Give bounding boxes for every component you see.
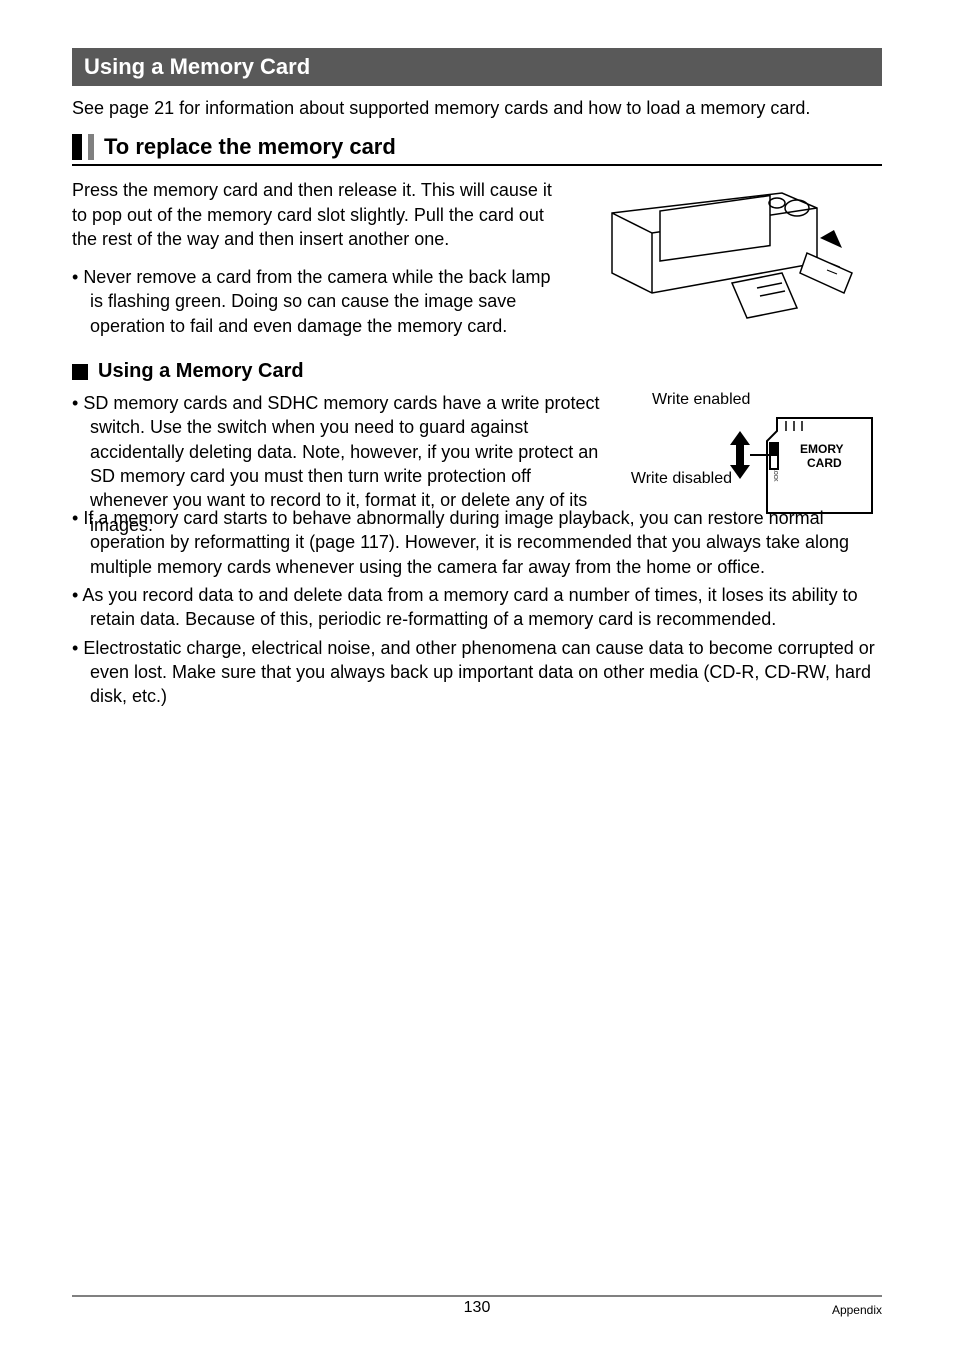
camera-illustration [582,178,882,342]
replace-bullets: Never remove a card from the camera whil… [72,265,568,338]
replace-two-col: Press the memory card and then release i… [72,178,882,342]
using-bullet-2: If a memory card starts to behave abnorm… [72,506,882,579]
replace-bullet-1: Never remove a card from the camera whil… [72,265,568,338]
using-bullet-4: Electrostatic charge, electrical noise, … [72,636,882,709]
camera-svg [582,178,882,328]
page-number: 130 [464,1299,491,1317]
section-intro: See page 21 for information about suppor… [72,96,882,120]
appendix-label: Appendix [832,1303,882,1317]
using-bullet-3: As you record data to and delete data fr… [72,583,882,632]
subhead-replace-title: To replace the memory card [104,134,396,160]
write-enabled-label: Write enabled [652,391,882,409]
subsection-using-head: Using a Memory Card [72,360,882,383]
write-disabled-label: Write disabled [622,470,732,488]
subsection-replace: To replace the memory card Press the mem… [72,134,882,342]
subsection-using-title: Using a Memory Card [98,360,304,383]
replace-para: Press the memory card and then release i… [72,178,568,251]
subhead-marker-black [72,134,82,160]
page-footer: 130 Appendix [72,1295,882,1317]
svg-text:LOCK: LOCK [772,468,778,482]
section-title-bar: Using a Memory Card [72,48,882,86]
using-bullets-rest: If a memory card starts to behave abnorm… [72,506,882,708]
subhead-row-replace: To replace the memory card [72,134,882,166]
replace-text-col: Press the memory card and then release i… [72,178,568,342]
card-text-1: EMORY [800,442,844,456]
subhead-marker-gray [88,134,94,160]
square-marker-icon [72,364,88,380]
card-text-2: CARD [807,456,842,470]
